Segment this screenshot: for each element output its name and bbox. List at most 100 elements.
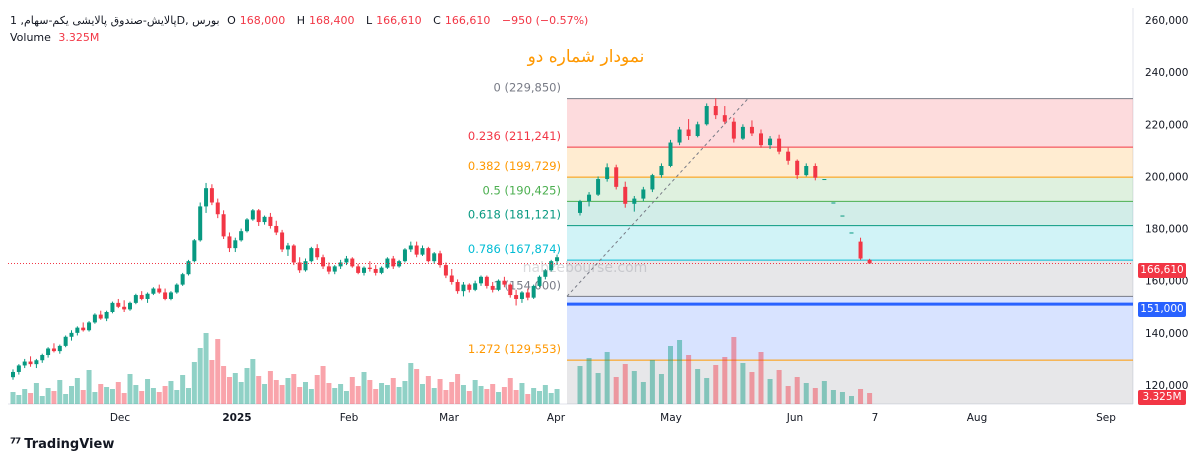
volume-bar (51, 391, 57, 404)
candle-body (280, 232, 285, 250)
candle-body (239, 231, 244, 241)
fibonacci-retracement: 0 (229,850) 0.236 (211,241) 0.382 (199,729… (468, 81, 1133, 404)
candle-body (831, 202, 836, 204)
volume-bar (803, 383, 809, 404)
fib-band (567, 201, 1133, 226)
volume-bar (490, 384, 496, 404)
volume-bar (267, 371, 273, 404)
volume-bar (577, 366, 583, 404)
volume-bar (133, 385, 139, 404)
candle-body (713, 106, 718, 116)
volume-bar (519, 383, 525, 404)
annotation-title: نمودار شماره دو (527, 47, 645, 67)
candle-body (338, 262, 343, 267)
volume-label: Volume (10, 31, 51, 44)
candle-body (321, 257, 326, 267)
volume-bar (221, 366, 227, 404)
volume-bar (92, 392, 98, 404)
x-tick-label: 7 (872, 412, 879, 424)
candle-body (813, 166, 818, 178)
candle-body (426, 248, 431, 262)
candle-body (605, 167, 610, 180)
volume-bar (203, 333, 209, 404)
volume-bar (361, 372, 367, 404)
volume-bar (731, 337, 737, 404)
candle-body (291, 245, 296, 263)
level-price-tag: 151,000 (1138, 302, 1186, 317)
y-tick-label: 180,000 (1145, 224, 1188, 236)
candle-body (139, 295, 144, 299)
x-tick-label: Dec (110, 412, 131, 424)
watermark-text: nabzebourse.com (523, 260, 648, 276)
candle-body (379, 267, 384, 273)
volume-bar (749, 372, 755, 404)
candle-body (356, 266, 361, 273)
candle-body (623, 186, 628, 204)
candle-body (587, 194, 592, 202)
volume-bar (349, 377, 355, 404)
open-label: O (227, 14, 236, 27)
y-tick-label: 240,000 (1145, 67, 1188, 79)
candle-body (449, 275, 454, 283)
volume-bar (279, 385, 285, 404)
volume-bar (767, 379, 773, 404)
volume-bar (408, 363, 414, 404)
volume-bar (548, 393, 554, 404)
high-label: H (296, 14, 306, 27)
candle-body (367, 267, 372, 269)
tradingview-footer[interactable]: ⁷⁷ TradingView (10, 436, 114, 452)
volume-bar (531, 388, 537, 404)
volume-bar (740, 363, 746, 404)
volume-bar (704, 378, 710, 404)
volume-bar (431, 388, 437, 404)
volume-bar (232, 373, 238, 404)
volume-bar (821, 381, 827, 404)
volume-bar (343, 391, 349, 404)
volume-bar (867, 393, 873, 404)
candle-body (479, 276, 483, 284)
volume-bar (713, 365, 719, 404)
candle-body (350, 258, 355, 267)
symbol-name[interactable]: پالایش-صندوق پالایشی یکم-سهام, 1D, بورس (10, 14, 220, 27)
low-value: 166,610 (376, 14, 422, 27)
candle-body (297, 262, 302, 271)
volume-bar (367, 380, 373, 404)
fib-level-label: 1.272 (129,553) (468, 342, 561, 356)
volume-bar (542, 385, 548, 404)
x-tick-label: Apr (547, 412, 566, 424)
candle-body (402, 249, 407, 262)
volume-bar (437, 379, 443, 404)
volume-bar (379, 383, 385, 404)
candle-body (362, 267, 366, 273)
volume-bar (320, 366, 326, 404)
x-tick-label: Mar (439, 412, 459, 424)
volume-bar (355, 386, 361, 404)
candle-body (840, 215, 845, 217)
volume-bar (858, 389, 864, 404)
x-tick-label: 2025 (222, 412, 251, 424)
candle-body (11, 371, 15, 378)
candle-body (75, 327, 80, 333)
candle-body (867, 259, 872, 264)
candle-body (315, 248, 320, 258)
volume-bar (109, 389, 115, 404)
volume-bar (28, 393, 34, 404)
candle-body (256, 210, 261, 223)
candle-body (63, 336, 68, 346)
volume-bar (226, 377, 232, 404)
volume-bar (191, 362, 197, 404)
candle-body (650, 175, 655, 190)
brand-name: TradingView (24, 436, 115, 452)
candle-body (215, 202, 220, 215)
volume-bar (677, 340, 683, 404)
candle-body (69, 332, 74, 337)
candles (11, 98, 872, 380)
candle-body (22, 361, 27, 366)
candle-body (332, 266, 337, 272)
volume-bar (326, 383, 332, 404)
volume-bar (238, 382, 244, 404)
volume-bar (186, 388, 191, 404)
candle-body (467, 284, 472, 290)
volume-header: Volume 3.325M (10, 31, 103, 44)
